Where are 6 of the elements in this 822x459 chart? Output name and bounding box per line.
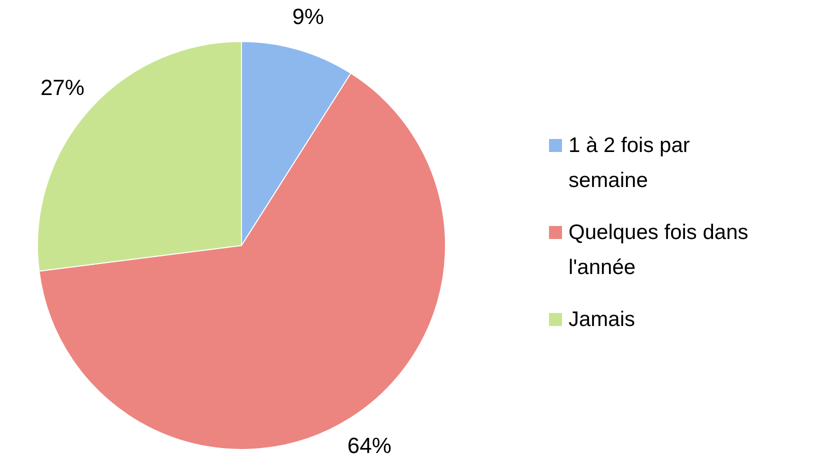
legend-label: 1 à 2 fois par semaine [568,134,690,192]
legend-label: Quelques fois dans l'année [568,221,748,279]
legend-label: Jamais [568,308,636,331]
data-label: 27% [40,75,84,100]
data-label: 64% [347,433,392,458]
data-label: 9% [292,4,324,29]
